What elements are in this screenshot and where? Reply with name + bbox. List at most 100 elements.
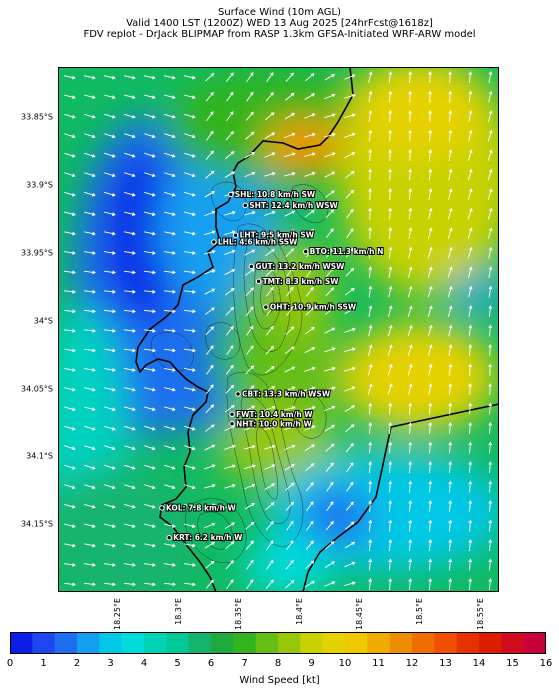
wind-arrow bbox=[123, 328, 136, 333]
station-dot[interactable] bbox=[235, 391, 241, 397]
wind-arrow bbox=[448, 539, 453, 552]
colorbar-swatch bbox=[121, 632, 145, 654]
wind-arrow bbox=[448, 90, 453, 103]
wind-arrow bbox=[368, 402, 373, 415]
wind-arrow bbox=[468, 461, 473, 474]
wind-arrow bbox=[265, 579, 274, 589]
station-marker[interactable]: TMT: 8.3 km/h SW bbox=[255, 276, 340, 287]
wind-arrow bbox=[124, 133, 136, 139]
station-dot[interactable] bbox=[211, 239, 217, 245]
wind-arrow bbox=[408, 441, 413, 454]
wind-arrow bbox=[224, 503, 236, 509]
station-dot[interactable] bbox=[229, 421, 235, 427]
wind-arrow bbox=[388, 480, 393, 493]
wind-arrow bbox=[124, 113, 136, 119]
station-dot[interactable] bbox=[159, 505, 165, 511]
colorbar-swatch bbox=[389, 632, 413, 654]
wind-arrow bbox=[206, 130, 214, 141]
wind-arrow bbox=[103, 328, 116, 333]
station-marker[interactable]: KRT: 6.2 km/h W bbox=[166, 532, 244, 543]
station-dot[interactable] bbox=[242, 202, 248, 209]
wind-arrow bbox=[325, 540, 335, 550]
wind-arrow bbox=[427, 266, 433, 278]
wind-arrow bbox=[344, 287, 355, 296]
station-label: NHT: 10.0 km/h W bbox=[236, 419, 312, 428]
colorbar-swatch bbox=[32, 632, 56, 654]
colorbar-swatch bbox=[166, 632, 190, 654]
station-dot[interactable] bbox=[166, 535, 172, 541]
wind-arrow bbox=[487, 168, 493, 181]
station-dot[interactable] bbox=[255, 278, 262, 285]
station-marker[interactable]: SHT: 12.4 km/h WSW bbox=[242, 200, 340, 211]
station-marker[interactable]: GUT: 13.2 km/h WSW bbox=[248, 261, 346, 272]
wind-arrow bbox=[488, 324, 493, 337]
wind-arrow bbox=[487, 227, 493, 239]
wind-arrow bbox=[104, 75, 116, 80]
wind-arrow bbox=[325, 287, 335, 297]
station-dot[interactable] bbox=[232, 232, 239, 238]
station-label: LHT: 9.5 km/h SW bbox=[240, 231, 315, 240]
wind-arrow bbox=[224, 522, 236, 529]
station-marker[interactable]: FWT: 10.4 km/h W bbox=[229, 409, 314, 420]
wind-arrow bbox=[84, 562, 96, 567]
wind-arrow bbox=[84, 211, 96, 217]
lat-tick-label: 33.95°S bbox=[21, 248, 53, 258]
station-dot[interactable] bbox=[248, 263, 255, 270]
wind-arrow bbox=[284, 229, 295, 237]
station-dot[interactable] bbox=[228, 191, 234, 198]
wind-arrow bbox=[205, 150, 214, 160]
station-marker[interactable]: NHT: 10.0 km/h W bbox=[229, 418, 313, 429]
wind-arrow bbox=[324, 73, 336, 81]
wind-arrow bbox=[344, 170, 355, 179]
wind-arrow bbox=[63, 582, 76, 587]
station-marker[interactable]: CBT: 13.3 km/h WSW bbox=[235, 388, 332, 399]
wind-arrow bbox=[304, 171, 316, 177]
colorbar-swatch bbox=[367, 632, 391, 654]
colorbar-swatch bbox=[233, 632, 257, 654]
wind-arrow bbox=[204, 190, 216, 198]
wind-arrow bbox=[144, 387, 156, 392]
wind-arrow bbox=[84, 406, 96, 412]
wind-arrow bbox=[388, 305, 393, 317]
wind-arrow bbox=[244, 191, 256, 197]
wind-arrow bbox=[388, 441, 393, 454]
wind-arrow bbox=[124, 503, 136, 509]
wind-arrow bbox=[244, 210, 256, 216]
station-marker[interactable]: OHT: 10.9 km/h SSW bbox=[263, 302, 358, 313]
colorbar-label: Wind Speed [kt] bbox=[239, 675, 320, 686]
wind-arrow bbox=[388, 110, 393, 123]
station-dot[interactable] bbox=[263, 304, 269, 310]
wind-arrow bbox=[264, 464, 276, 470]
wind-arrow bbox=[204, 269, 216, 275]
station-marker[interactable]: BTO: 11.3 km/h N bbox=[302, 246, 384, 257]
wind-arrow bbox=[246, 559, 254, 570]
wind-arrow bbox=[448, 110, 453, 123]
wind-arrow bbox=[407, 285, 413, 298]
wind-arrow bbox=[205, 579, 214, 589]
wind-arrow bbox=[408, 188, 413, 201]
station-marker[interactable]: KOL: 7.8 km/h W bbox=[159, 502, 238, 513]
wind-arrow bbox=[428, 402, 433, 415]
wind-arrow bbox=[326, 501, 334, 512]
wind-arrow bbox=[164, 543, 176, 548]
wind-arrow bbox=[123, 270, 136, 275]
wind-arrow bbox=[368, 500, 373, 513]
colorbar-swatch bbox=[300, 632, 324, 654]
station-marker[interactable]: LHT: 9.5 km/h SW bbox=[232, 230, 316, 241]
station-marker[interactable]: SHL: 10.8 km/h SW bbox=[228, 189, 317, 200]
station-dot[interactable] bbox=[229, 411, 235, 417]
wind-arrow bbox=[84, 387, 96, 392]
station-dot[interactable] bbox=[302, 248, 309, 255]
wind-arrow bbox=[284, 171, 296, 177]
station-marker[interactable]: LHL: 4.6 km/h SSW bbox=[211, 237, 299, 248]
wind-arrow bbox=[246, 325, 254, 336]
wind-arrow bbox=[264, 230, 276, 237]
wind-arrow bbox=[84, 172, 96, 178]
wind-arrow bbox=[305, 306, 315, 316]
wind-arrow bbox=[428, 363, 433, 376]
colorbar-swatch bbox=[99, 632, 123, 654]
wind-arrow bbox=[448, 461, 453, 474]
colorbar-swatch bbox=[479, 632, 502, 654]
wind-arrow bbox=[407, 383, 413, 395]
wind-arrow bbox=[245, 521, 255, 530]
